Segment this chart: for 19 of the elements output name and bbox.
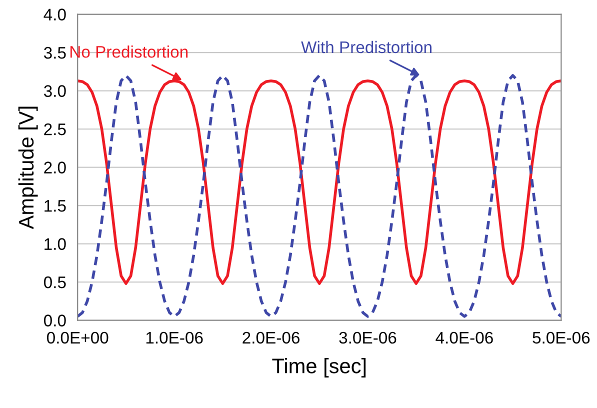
y-tick-label: 2.0: [44, 162, 66, 174]
x-tick-label: 2.0E-06: [242, 332, 300, 344]
annotation: With Predistortion: [301, 40, 432, 54]
x-tick-label: 4.0E-06: [436, 332, 493, 344]
x-tick-label: 0.0E+00: [46, 332, 108, 344]
y-tick-label: 3.0: [44, 85, 66, 97]
y-tick-label: 3.5: [44, 46, 66, 59]
x-axis-title: Time [sec]: [272, 358, 366, 378]
y-tick-label: 0.5: [44, 276, 66, 288]
y-tick-label: 1.5: [44, 200, 66, 212]
y-tick-label: 0.0: [44, 314, 66, 326]
y-tick-label: 1.0: [44, 238, 66, 250]
y-tick-label: 2.5: [44, 123, 66, 136]
x-tick-label: 1.0E-06: [146, 332, 203, 344]
y-tick-label: 4.0: [44, 8, 66, 20]
x-tick-label: 5.0E-06: [532, 332, 590, 344]
annotation: No Predistortion: [70, 46, 188, 58]
y-axis-title: Amplitude [V]: [18, 106, 38, 230]
x-tick-label: 3.0E-06: [339, 332, 396, 344]
